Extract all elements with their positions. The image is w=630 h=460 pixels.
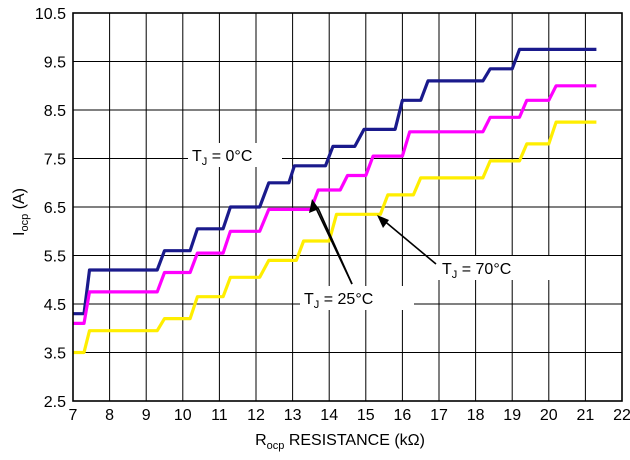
y-tick-label: 7.5	[44, 152, 66, 169]
x-tick-label: 19	[503, 407, 521, 424]
annotation-bg-t25	[300, 286, 414, 310]
x-tick-label: 7	[69, 407, 78, 424]
arrow-70	[381, 218, 437, 265]
y-tick-label: 6.5	[44, 200, 66, 217]
x-tick-label: 13	[284, 407, 302, 424]
y-axis-title: Iocp (A)	[11, 188, 31, 236]
x-tick-label: 18	[467, 407, 485, 424]
y-tick-label: 4.5	[44, 297, 66, 314]
annotation-t0: TJ = 0°C	[192, 148, 252, 168]
x-tick-label: 16	[394, 407, 412, 424]
x-tick-label: 21	[577, 407, 595, 424]
series-line-2	[73, 120, 597, 355]
y-tick-label: 3.5	[44, 346, 66, 363]
arrow-25-b	[317, 207, 353, 285]
x-tick-label: 11	[211, 407, 228, 424]
y-tick-label: 2.5	[44, 394, 66, 411]
x-tick-labels: 7 8 9 10 11 12 13 14 15 16 17 18 19 20 21 22	[69, 407, 630, 424]
annotation-t70: TJ = 70°C	[442, 261, 511, 281]
annotation-t25: TJ = 25°C	[304, 291, 373, 311]
y-tick-labels: 2.5 3.5 4.5 5.5 6.5 7.5 8.5 9.5 10.5	[35, 6, 66, 411]
x-axis-title: Rocp RESISTANCE (kΩ)	[255, 432, 425, 452]
x-tick-label: 10	[174, 407, 192, 424]
series-group	[73, 47, 597, 355]
x-tick-label: 15	[357, 407, 375, 424]
arrow-25-a-head	[309, 199, 319, 213]
x-tick-label: 17	[430, 407, 448, 424]
y-tick-label: 5.5	[44, 249, 66, 266]
series-line-0	[73, 47, 597, 316]
x-tick-label: 8	[105, 407, 114, 424]
y-tick-label: 9.5	[44, 55, 66, 72]
annotations: TJ = 0°C TJ = 25°C TJ = 70°C	[188, 143, 552, 311]
annotation-bg-t70	[438, 256, 552, 280]
x-tick-label: 20	[540, 407, 558, 424]
x-tick-label: 12	[247, 407, 265, 424]
annotation-bg-t0	[188, 143, 282, 167]
y-tick-label: 10.5	[35, 6, 66, 23]
x-tick-label: 22	[613, 407, 630, 424]
grid	[72, 12, 623, 402]
series-line-1	[73, 84, 597, 325]
y-tick-label: 8.5	[44, 103, 66, 120]
plot-frame	[72, 12, 623, 402]
x-tick-label: 9	[142, 407, 151, 424]
x-tick-label: 14	[320, 407, 338, 424]
arrow-70-head	[377, 215, 389, 228]
